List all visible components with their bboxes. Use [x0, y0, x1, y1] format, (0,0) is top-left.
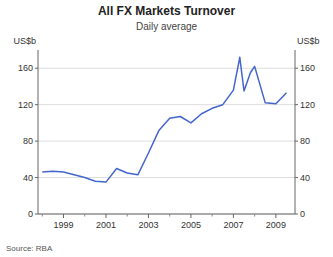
x-tick [148, 214, 149, 218]
grid-line [38, 177, 295, 178]
y-tick-label: 160 [18, 63, 33, 73]
y2-tick-label: 0 [300, 209, 305, 219]
y-tick [35, 141, 38, 142]
y2-tick-label: 160 [300, 63, 315, 73]
x-tick-label: 1999 [53, 220, 73, 230]
y-tick [35, 104, 38, 105]
x-minor-tick [169, 214, 170, 217]
y2-tick [295, 104, 298, 105]
x-minor-tick [127, 214, 128, 217]
x-tick [105, 214, 106, 218]
x-tick [190, 214, 191, 218]
x-minor-tick [42, 214, 43, 217]
grid-line [38, 214, 295, 215]
x-tick [63, 214, 64, 218]
x-tick-label: 2007 [223, 220, 243, 230]
x-minor-tick [254, 214, 255, 217]
y2-tick [295, 214, 298, 215]
x-tick-label: 2001 [96, 220, 116, 230]
y2-tick [295, 68, 298, 69]
source: Source: RBA [6, 244, 53, 253]
y-tick-label: 80 [23, 136, 33, 146]
chart: All FX Markets Turnover Daily average 0 40 8… [0, 0, 333, 257]
x-tick-label: 2009 [266, 220, 286, 230]
y-tick-label: 120 [18, 100, 33, 110]
y2-axis-line [295, 50, 296, 214]
y2-tick [295, 141, 298, 142]
y-tick [35, 68, 38, 69]
y-tick-label: 40 [23, 173, 33, 183]
x-axis-line [38, 214, 295, 215]
x-tick [233, 214, 234, 218]
x-tick-label: 2005 [181, 220, 201, 230]
plot-area [42, 57, 286, 182]
grid-line [38, 104, 295, 105]
y-tick [35, 177, 38, 178]
x-minor-tick [212, 214, 213, 217]
y2-axis-label: US$b [297, 36, 320, 46]
y-tick-label: 0 [28, 209, 33, 219]
y2-tick-label: 120 [300, 100, 315, 110]
x-tick-label: 2003 [138, 220, 158, 230]
grid-line [38, 141, 295, 142]
title: All FX Markets Turnover [98, 4, 235, 18]
y-tick [35, 214, 38, 215]
x-minor-tick [84, 214, 85, 217]
x-tick [275, 214, 276, 218]
grid-line [38, 68, 295, 69]
y-axis-label: US$b [13, 36, 36, 46]
y2-tick-label: 80 [300, 136, 310, 146]
grid [38, 68, 295, 214]
y2-tick-label: 40 [300, 173, 310, 183]
y2-tick [295, 177, 298, 178]
subtitle: Daily average [136, 21, 198, 32]
y-axis-line [38, 50, 39, 214]
line [42, 57, 286, 182]
